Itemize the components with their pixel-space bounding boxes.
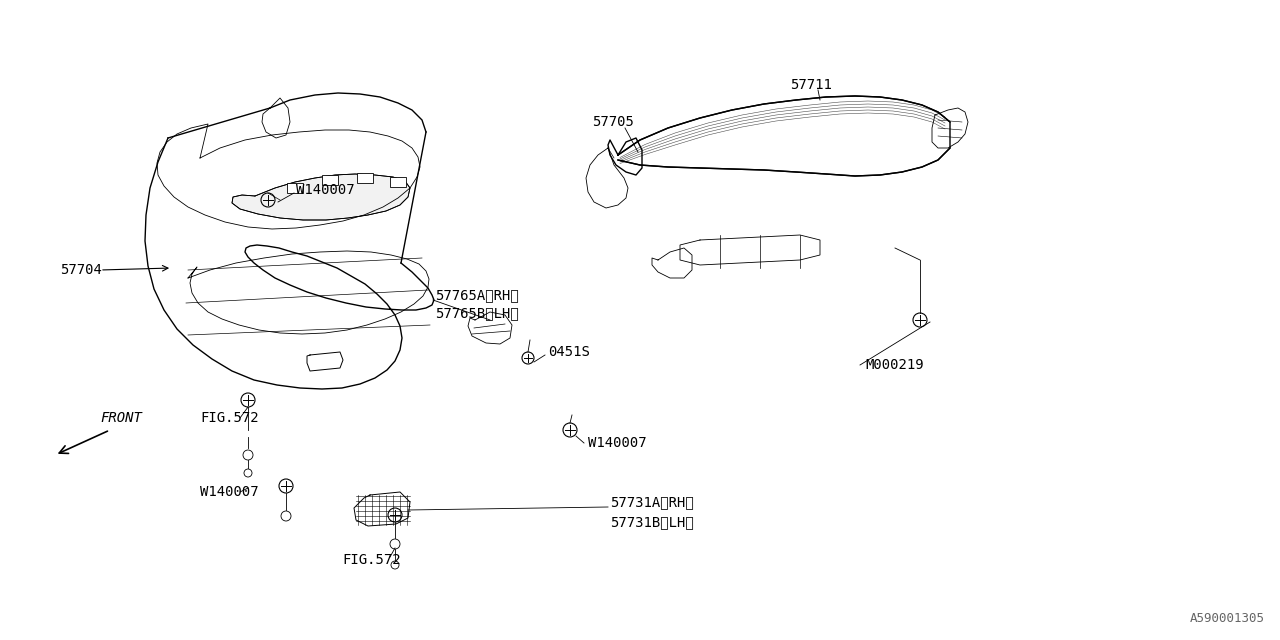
Text: FIG.572: FIG.572 (342, 553, 401, 567)
Text: 57704: 57704 (60, 263, 102, 277)
Text: 57731B〈LH〉: 57731B〈LH〉 (611, 515, 694, 529)
Text: W140007: W140007 (200, 485, 259, 499)
Text: W140007: W140007 (588, 436, 646, 450)
Text: 57711: 57711 (790, 78, 832, 92)
Text: FRONT: FRONT (100, 411, 142, 425)
Text: 57731A〈RH〉: 57731A〈RH〉 (611, 495, 694, 509)
Text: 57705: 57705 (593, 115, 634, 129)
Bar (357, 173, 372, 183)
Bar (390, 177, 406, 187)
Text: M000219: M000219 (865, 358, 924, 372)
Text: 0451S: 0451S (548, 345, 590, 359)
Bar (323, 175, 338, 185)
Text: 57765B〈LH〉: 57765B〈LH〉 (435, 306, 518, 320)
Polygon shape (232, 174, 410, 220)
Text: A590001305: A590001305 (1190, 612, 1265, 625)
Text: 57765A〈RH〉: 57765A〈RH〉 (435, 288, 518, 302)
Text: FIG.572: FIG.572 (200, 411, 259, 425)
Text: W140007: W140007 (296, 183, 355, 197)
Bar (287, 183, 303, 193)
